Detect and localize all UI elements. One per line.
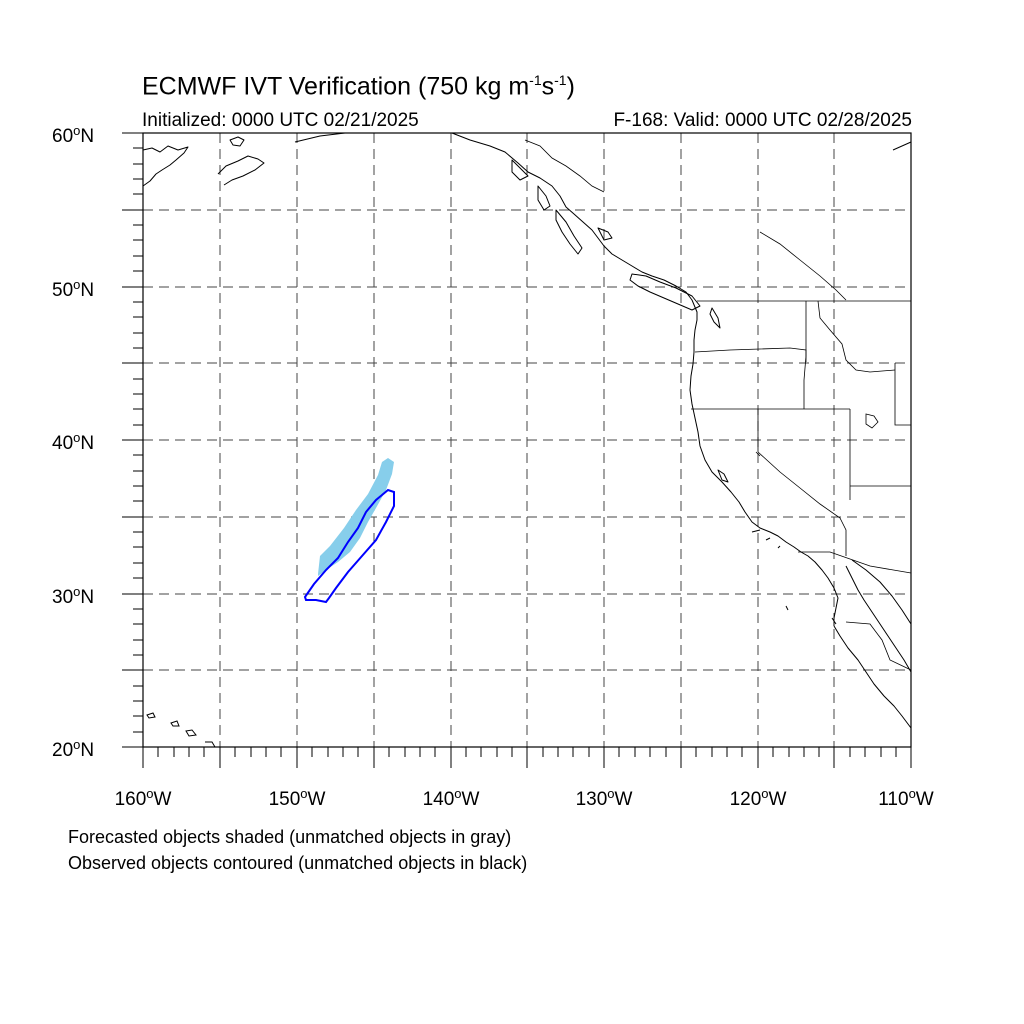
panhandle-islands: [511, 159, 613, 255]
coastlines: [142, 132, 912, 729]
hawaii-islands: [146, 712, 216, 748]
bc-alaska-border: [524, 139, 605, 193]
lon-label-110w: 110oW: [878, 786, 934, 810]
ticks: [122, 132, 912, 768]
guadalupe-island: [785, 605, 789, 611]
puget-sound: [709, 307, 721, 329]
alaska-coast: [142, 145, 189, 187]
baja-west-coast: [833, 625, 912, 729]
political-boundaries: [524, 139, 912, 671]
gulf-of-california-east: [851, 559, 912, 625]
lon-label-150w: 150oW: [268, 786, 326, 810]
hudson-bay-fragment: [892, 141, 912, 151]
lon-label-120w: 120oW: [729, 786, 787, 810]
map-frame: [142, 132, 912, 748]
lon-label-160w: 160oW: [114, 786, 172, 810]
san-francisco-bay: [717, 469, 729, 483]
vancouver-island: [629, 273, 701, 311]
map-title: ECMWF IVT Verification (750 kg m-1s-1): [142, 72, 575, 101]
valid-time: F-168: Valid: 0000 UTC 02/28/2025: [613, 110, 912, 131]
caption-forecast: Forecasted objects shaded (unmatched obj…: [68, 827, 512, 847]
lat-label-30n: 30oN: [52, 584, 95, 608]
great-salt-lake: [865, 413, 879, 429]
big-island: [205, 741, 216, 748]
lat-label-50n: 50oN: [52, 277, 95, 301]
wyoming-border: [894, 363, 911, 426]
us-mexico-border: [798, 551, 912, 574]
baja-east-coast: [845, 565, 912, 673]
minor-ticks-bottom: [157, 747, 897, 757]
kauai-island: [146, 712, 156, 719]
kenai-coast: [217, 155, 265, 186]
forecast-ivt-object: [318, 458, 394, 576]
graticule: [143, 133, 911, 747]
lon-label-130w: 130oW: [575, 786, 633, 810]
maui-island: [185, 729, 197, 737]
washington-oregon-border: [694, 347, 807, 362]
california-nevada-border: [757, 409, 847, 556]
caption-observed: Observed objects contoured (unmatched ob…: [68, 853, 528, 873]
lake-tahoe: [755, 451, 761, 457]
observed-ivt-contour: [303, 488, 395, 604]
initialized-time: Initialized: 0000 UTC 02/21/2025: [142, 110, 419, 131]
idaho-montana-border: [817, 300, 896, 373]
gulf-of-alaska-coast: [294, 132, 839, 626]
cedros-island: [831, 617, 837, 625]
lat-label-40n: 40oN: [52, 430, 95, 454]
channel-islands: [751, 529, 781, 549]
mexico-interior: [845, 621, 912, 671]
oregon-idaho-border: [803, 355, 807, 409]
oahu-island: [170, 720, 180, 727]
lat-label-60n: 60oN: [52, 123, 95, 147]
kodiak-island: [229, 136, 245, 147]
minor-ticks-left: [133, 147, 143, 733]
hudson-strait-line: [759, 231, 847, 301]
lon-label-140w: 140oW: [422, 786, 480, 810]
lat-label-20n: 20oN: [52, 737, 95, 761]
